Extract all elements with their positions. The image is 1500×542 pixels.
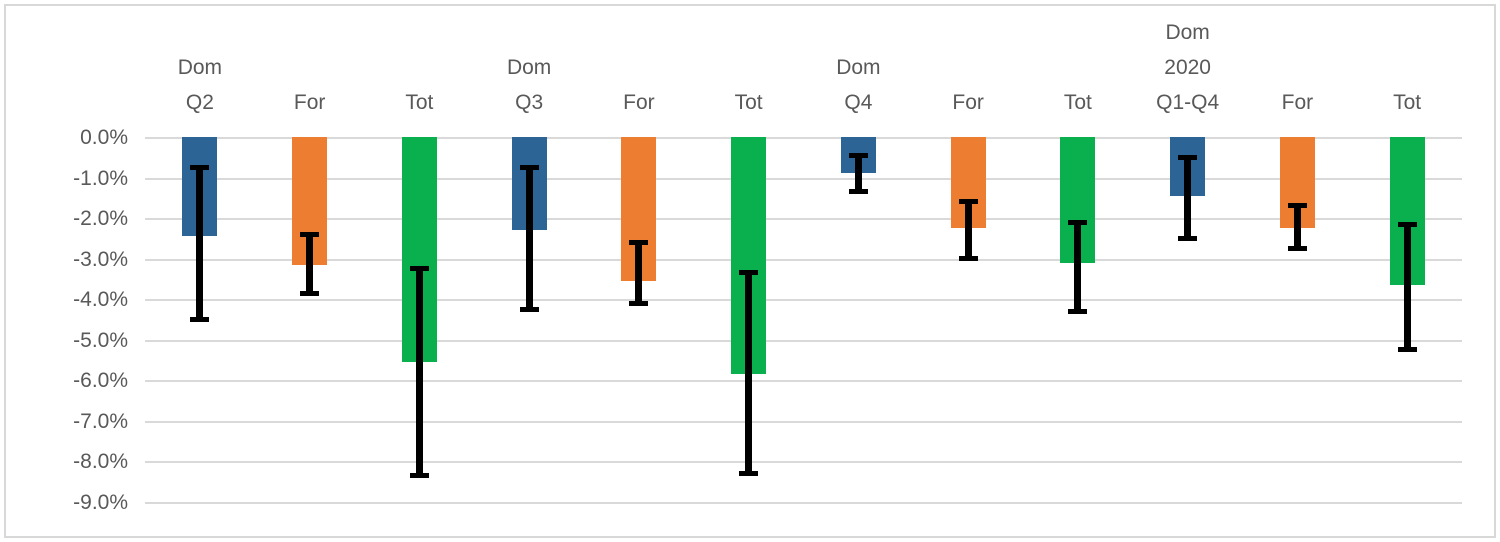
error-bar-line-dom-2020-q1-q4 bbox=[1184, 157, 1192, 239]
y-axis-tick-label: -6.0% bbox=[73, 369, 128, 393]
gridline--1.0% bbox=[145, 177, 1462, 180]
error-bar-top-cap-for bbox=[1287, 203, 1307, 209]
category-label-for: For bbox=[952, 91, 984, 114]
y-axis-tick-label: -3.0% bbox=[73, 247, 128, 271]
error-bar-bottom-cap-tot bbox=[409, 473, 429, 479]
error-bar-bottom-cap-tot bbox=[1068, 308, 1088, 314]
gridline--7.0% bbox=[145, 420, 1462, 423]
error-bar-bottom-cap-dom-q4 bbox=[848, 189, 868, 195]
error-bar-top-cap-for bbox=[958, 199, 978, 205]
error-bar-line-tot bbox=[415, 268, 423, 476]
y-axis-tick-label: -8.0% bbox=[73, 450, 128, 474]
error-bar-bottom-cap-dom-q3 bbox=[519, 306, 539, 312]
error-bar-top-cap-dom-q4 bbox=[848, 152, 868, 158]
y-axis-tick-label: -7.0% bbox=[73, 409, 128, 433]
error-bar-top-cap-tot bbox=[1068, 219, 1088, 225]
error-bar-top-cap-tot bbox=[739, 270, 759, 276]
gridline--4.0% bbox=[145, 299, 1462, 302]
error-bar-bottom-cap-for bbox=[629, 300, 649, 306]
gridline--6.0% bbox=[145, 380, 1462, 383]
gridline--3.0% bbox=[145, 258, 1462, 261]
gridline--2.0% bbox=[145, 218, 1462, 221]
error-bar-bottom-cap-for bbox=[300, 290, 320, 296]
category-label-for: For bbox=[1281, 91, 1314, 114]
error-bar-bottom-cap-for bbox=[958, 256, 978, 262]
error-bar-bottom-cap-tot bbox=[739, 471, 759, 477]
error-bar-bottom-cap-dom-2020-q1-q4 bbox=[1178, 235, 1198, 241]
error-bar-bottom-cap-for bbox=[1287, 246, 1307, 251]
error-bar-top-cap-for bbox=[629, 239, 649, 245]
error-bar-line-dom-q2 bbox=[196, 167, 204, 320]
error-bar-top-cap-tot bbox=[409, 266, 429, 272]
category-label-dom-2020-q1-q4: Dom 2020 Q1-Q4 bbox=[1156, 21, 1220, 114]
error-bar-top-cap-dom-2020-q1-q4 bbox=[1178, 154, 1198, 160]
gridline--8.0% bbox=[145, 461, 1462, 464]
error-bar-line-tot bbox=[745, 272, 753, 474]
error-bar-line-for bbox=[635, 242, 643, 304]
gridline--5.0% bbox=[145, 339, 1462, 342]
y-axis-tick-label: -2.0% bbox=[73, 207, 128, 231]
category-label-for: For bbox=[293, 91, 326, 114]
error-bar-top-cap-for bbox=[300, 231, 320, 237]
error-bar-line-for bbox=[964, 201, 972, 259]
error-bar-line-for bbox=[306, 234, 314, 294]
error-bar-line-tot bbox=[1074, 222, 1082, 312]
gridline-0.0% bbox=[145, 137, 1462, 139]
category-label-dom-q4: Dom Q4 bbox=[836, 56, 881, 114]
category-label-tot: Tot bbox=[405, 91, 434, 114]
category-label-for: For bbox=[623, 91, 655, 114]
category-label-dom-q2: Dom Q2 bbox=[177, 56, 223, 114]
y-axis-tick-label: -5.0% bbox=[73, 328, 128, 352]
error-bar-bottom-cap-tot bbox=[1397, 347, 1417, 353]
y-axis-tick-label: -9.0% bbox=[73, 490, 128, 514]
category-label-dom-q3: Dom Q3 bbox=[506, 56, 552, 114]
error-bar-top-cap-dom-q3 bbox=[519, 164, 539, 170]
error-bar-top-cap-tot bbox=[1397, 221, 1417, 227]
y-axis-tick-label: -1.0% bbox=[73, 166, 128, 190]
category-label-tot: Tot bbox=[1063, 91, 1092, 114]
category-label-tot: Tot bbox=[1393, 91, 1422, 114]
y-axis-tick-label: -4.0% bbox=[73, 288, 128, 312]
category-label-tot: Tot bbox=[734, 91, 763, 114]
error-bar-bottom-cap-dom-q2 bbox=[190, 316, 210, 322]
error-bar-line-dom-q3 bbox=[525, 167, 533, 310]
error-bar-line-dom-q4 bbox=[854, 155, 862, 192]
error-bar-top-cap-dom-q2 bbox=[190, 164, 210, 170]
error-bar-line-tot bbox=[1403, 224, 1411, 350]
gridline--9.0% bbox=[145, 501, 1462, 504]
error-bar-line-for bbox=[1293, 205, 1301, 249]
y-axis-tick-label: 0.0% bbox=[80, 126, 128, 149]
